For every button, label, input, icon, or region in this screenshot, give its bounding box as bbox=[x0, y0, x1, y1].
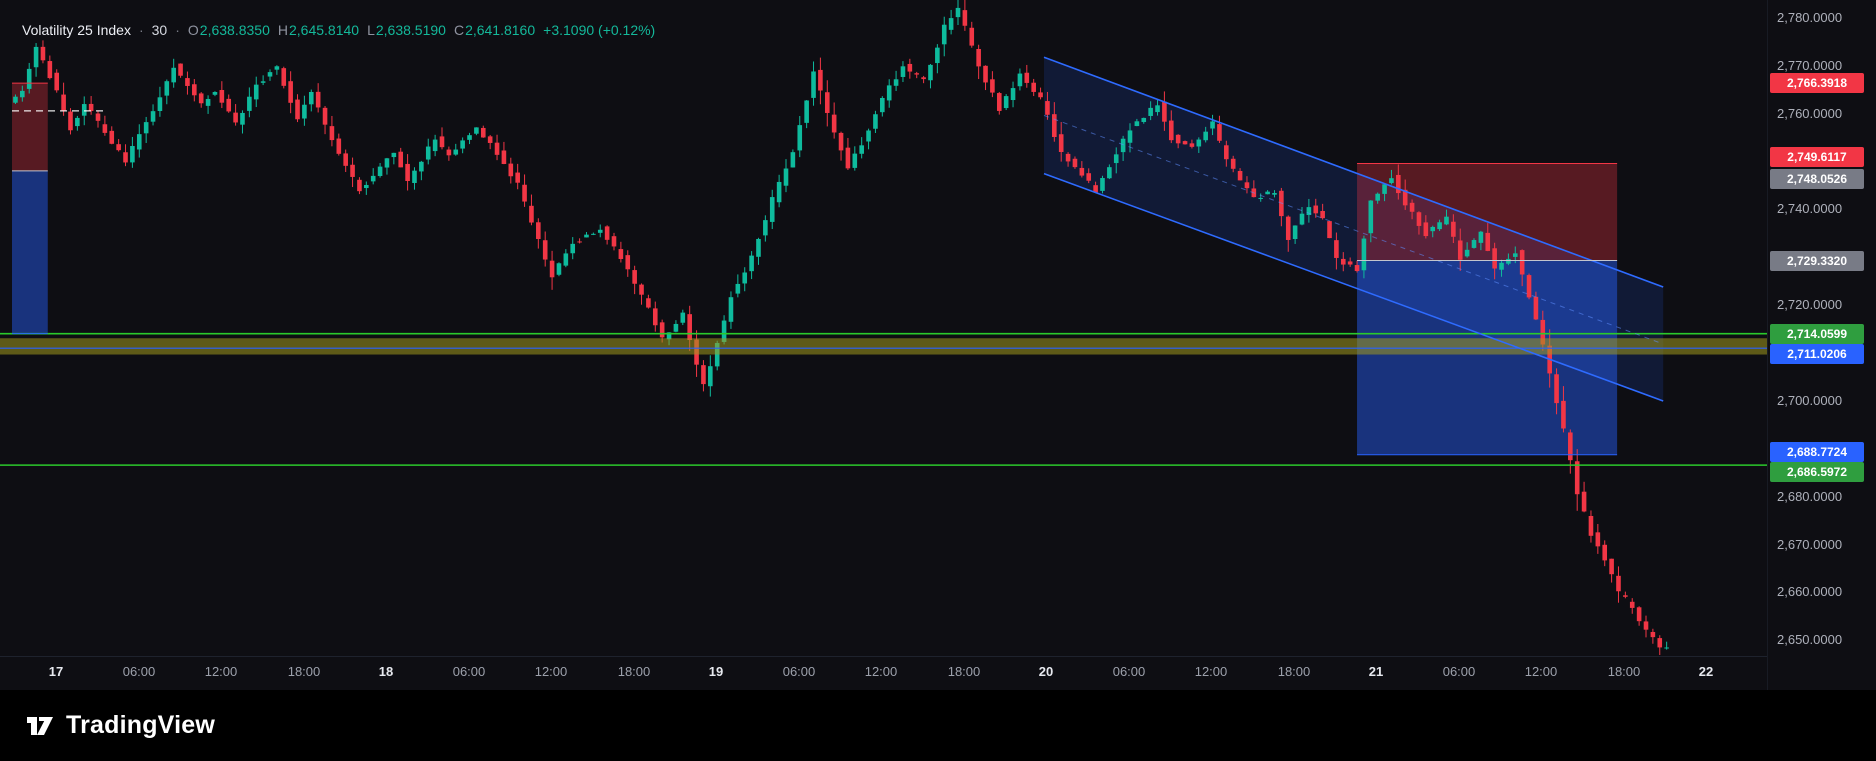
price-tick-label: 2,720.0000 bbox=[1777, 297, 1843, 313]
price-tick-label: 2,650.0000 bbox=[1777, 632, 1843, 648]
time-label-hour: 18:00 bbox=[1607, 664, 1641, 679]
price-tick-label: 2,680.0000 bbox=[1777, 488, 1843, 504]
time-label-hour: 12:00 bbox=[864, 664, 898, 679]
time-axis[interactable]: 17 06:00 12:00 18:00 18 06:00 12:00 18:00 19 06:0… bbox=[0, 656, 1767, 691]
change-value: +3.1090 (+0.12%) bbox=[543, 22, 656, 38]
candles bbox=[13, 0, 1669, 656]
time-label-hour: 06:00 bbox=[782, 664, 816, 679]
trend-channel-line[interactable] bbox=[1043, 172, 1664, 402]
legend-separator: · bbox=[138, 22, 144, 38]
price-tick-label: 2,700.0000 bbox=[1777, 392, 1843, 408]
time-label-hour: 06:00 bbox=[1442, 664, 1476, 679]
tradingview-logo-icon[interactable] bbox=[24, 713, 56, 739]
interval-label[interactable]: 30 bbox=[151, 22, 168, 38]
price-tick-label: 2,740.0000 bbox=[1777, 201, 1843, 217]
time-label-day: 17 bbox=[48, 664, 64, 679]
price-badge-red: 2,766.3918 bbox=[1770, 73, 1864, 94]
price-tick-label: 2,770.0000 bbox=[1777, 57, 1843, 73]
low-value: L2,638.5190 bbox=[367, 22, 446, 38]
price-tick-label: 2,780.0000 bbox=[1777, 10, 1843, 25]
legend-separator: · bbox=[175, 22, 180, 38]
time-label-hour: 18:00 bbox=[1277, 664, 1311, 679]
short-position-left-profit-box[interactable] bbox=[12, 170, 48, 334]
close-value: C2,641.8160 bbox=[453, 22, 536, 38]
tradingview-wordmark[interactable]: TradingView bbox=[66, 711, 216, 739]
chart-plot-area[interactable] bbox=[0, 0, 1767, 656]
short-position-main-profit-box[interactable] bbox=[1357, 260, 1618, 455]
time-label-day: 18 bbox=[378, 664, 394, 679]
trend-channel-midline[interactable] bbox=[1043, 114, 1664, 345]
price-badge-red: 2,749.6117 bbox=[1770, 147, 1864, 168]
symbol-name[interactable]: Volatility 25 Index bbox=[22, 22, 131, 38]
time-label-day: 22 bbox=[1698, 664, 1714, 679]
price-badge-green: 2,686.5972 bbox=[1770, 462, 1864, 483]
time-label-day: 20 bbox=[1038, 664, 1054, 679]
time-label-hour: 06:00 bbox=[122, 664, 156, 679]
time-label-hour: 18:00 bbox=[947, 664, 981, 679]
time-label-hour: 18:00 bbox=[617, 664, 651, 679]
open-value: O2,638.8350 bbox=[187, 22, 270, 38]
time-label-hour: 18:00 bbox=[287, 664, 321, 679]
price-badge-blue: 2,688.7724 bbox=[1770, 441, 1864, 462]
overlay-fills[interactable] bbox=[12, 57, 1664, 455]
price-axis[interactable]: 2,780.0000 2,770.0000 2,760.0000 2,740.0000… bbox=[1767, 0, 1876, 690]
time-label-day: 21 bbox=[1368, 664, 1384, 679]
time-label-hour: 12:00 bbox=[204, 664, 238, 679]
high-value: H2,645.8140 bbox=[277, 22, 360, 38]
price-tick-label: 2,670.0000 bbox=[1777, 536, 1843, 552]
short-position-left-risk-box[interactable] bbox=[12, 83, 48, 171]
candlestick-chart[interactable] bbox=[0, 0, 1767, 656]
time-label-hour: 12:00 bbox=[1524, 664, 1558, 679]
chart-legend: Volatility 25 Index · 30 · O2,638.8350 H… bbox=[22, 22, 655, 38]
price-badge-green: 2,714.0599 bbox=[1770, 323, 1864, 344]
price-badge-blue: 2,711.0206 bbox=[1770, 344, 1864, 365]
trend-channel-line[interactable] bbox=[1043, 56, 1664, 288]
price-badge-gray: 2,729.3320 bbox=[1770, 250, 1864, 271]
time-label-hour: 06:00 bbox=[452, 664, 486, 679]
time-label-day: 19 bbox=[708, 664, 724, 679]
supply-zone-band[interactable] bbox=[0, 338, 1767, 355]
time-label-hour: 12:00 bbox=[534, 664, 568, 679]
time-label-hour: 12:00 bbox=[1194, 664, 1228, 679]
overlay-lines[interactable] bbox=[0, 56, 1767, 466]
price-badge-gray: 2,748.0526 bbox=[1770, 168, 1864, 189]
price-tick-label: 2,760.0000 bbox=[1777, 105, 1843, 121]
time-label-hour: 06:00 bbox=[1112, 664, 1146, 679]
footer-bar: TradingView bbox=[0, 690, 1876, 761]
price-tick-label: 2,660.0000 bbox=[1777, 584, 1843, 600]
